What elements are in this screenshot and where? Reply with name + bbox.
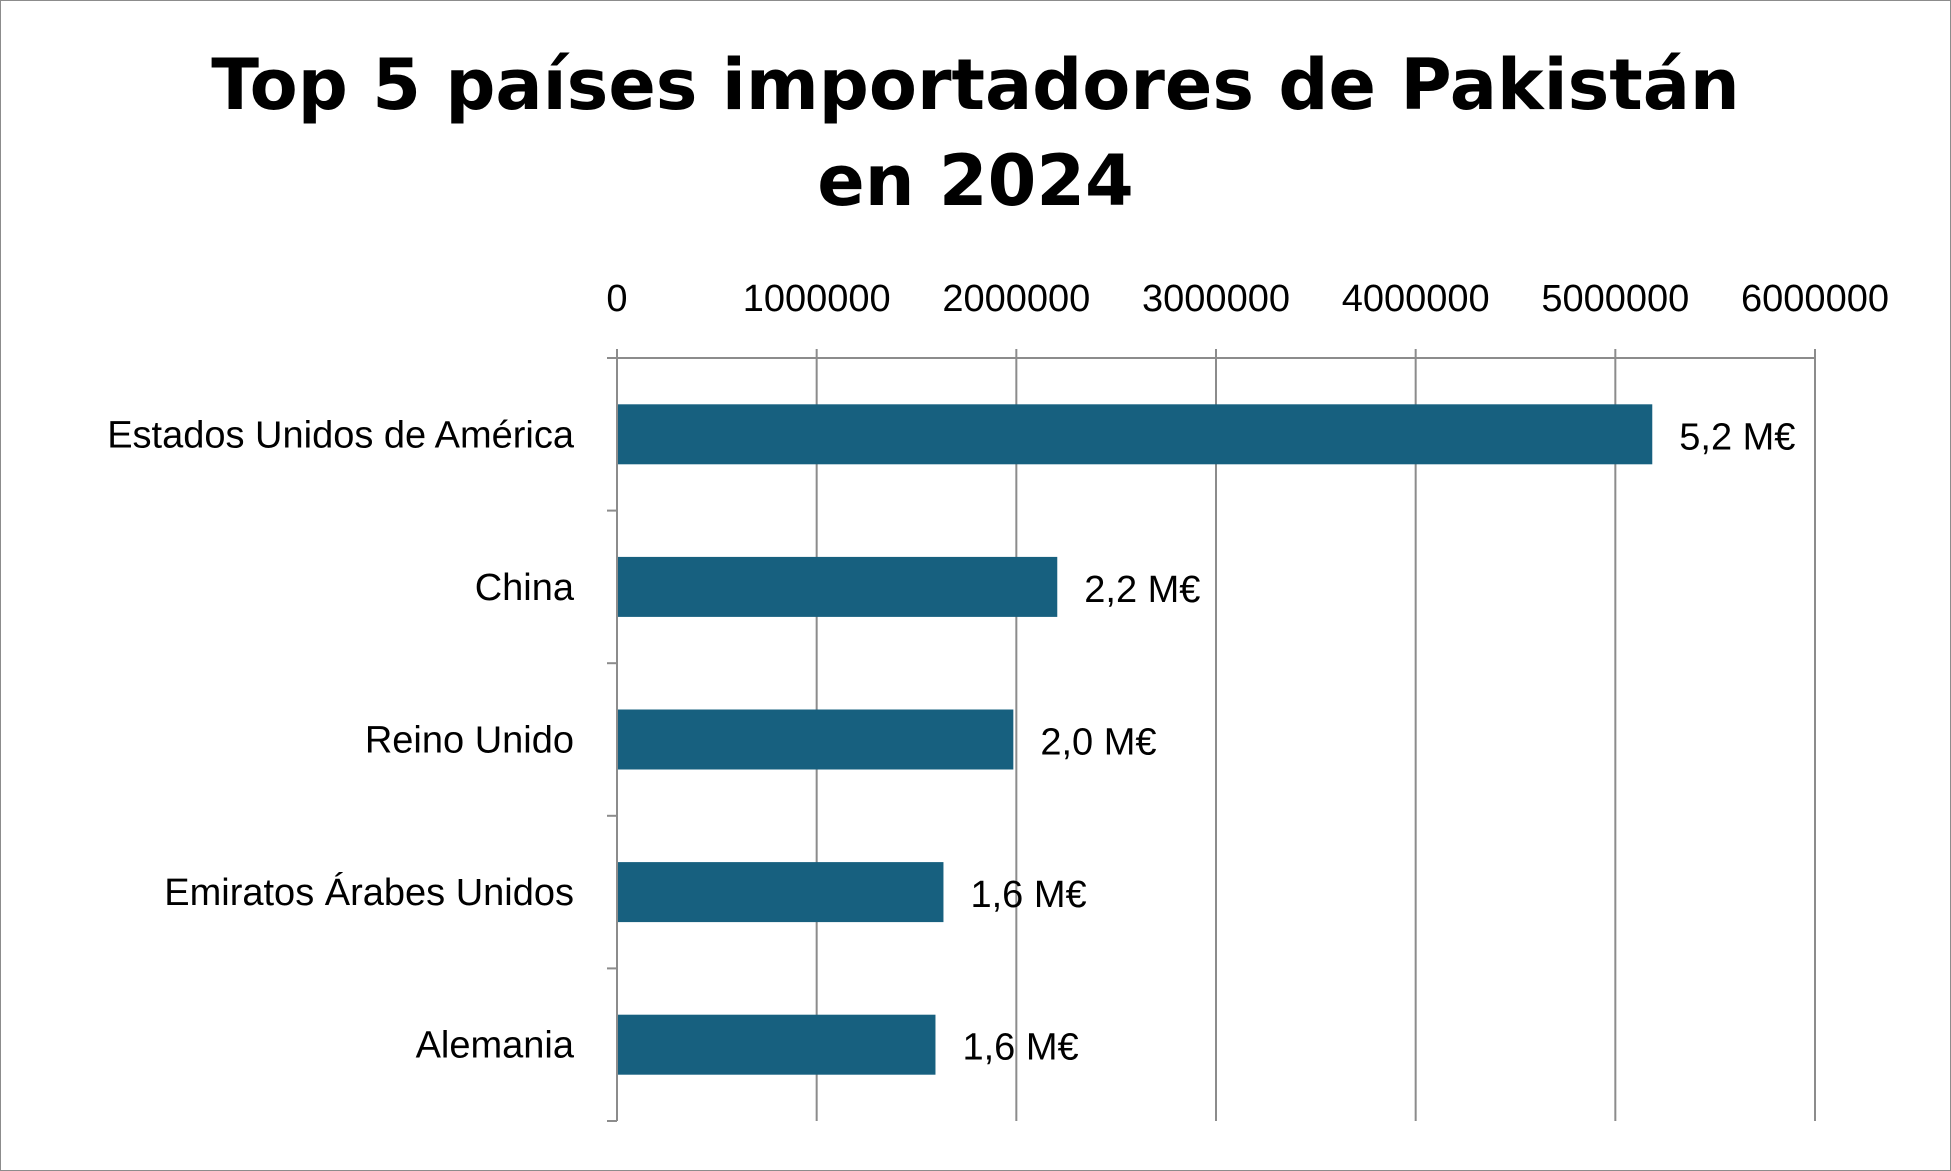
category-label: Reino Unido [365,720,574,762]
bar [618,862,944,923]
category-label: Alemania [416,1025,575,1067]
chart-title: Top 5 países importadores de Pakistán en… [1,37,1950,229]
data-label: 5,2 M€ [1679,416,1795,458]
category-label: China [475,567,575,609]
bar [618,1014,936,1075]
bar [618,556,1058,617]
data-label: 1,6 M€ [962,1027,1078,1069]
bar [618,709,1014,770]
data-label: 2,2 M€ [1084,569,1200,611]
category-label: Estados Unidos de América [107,414,575,456]
chart-title-line-2: en 2024 [817,140,1134,222]
x-tick-label: 0 [606,278,627,320]
x-tick-label: 1000000 [743,278,891,320]
x-tick-label: 4000000 [1342,278,1490,320]
chart-title-line-1: Top 5 países importadores de Pakistán [211,44,1740,126]
x-tick-label: 3000000 [1142,278,1290,320]
x-tick-label: 5000000 [1541,278,1689,320]
category-label: Emiratos Árabes Unidos [164,871,574,914]
x-tick-label: 6000000 [1741,278,1889,320]
bar [618,404,1653,465]
x-tick-label: 2000000 [942,278,1090,320]
data-label: 2,0 M€ [1040,722,1156,764]
data-label: 1,6 M€ [970,874,1086,916]
